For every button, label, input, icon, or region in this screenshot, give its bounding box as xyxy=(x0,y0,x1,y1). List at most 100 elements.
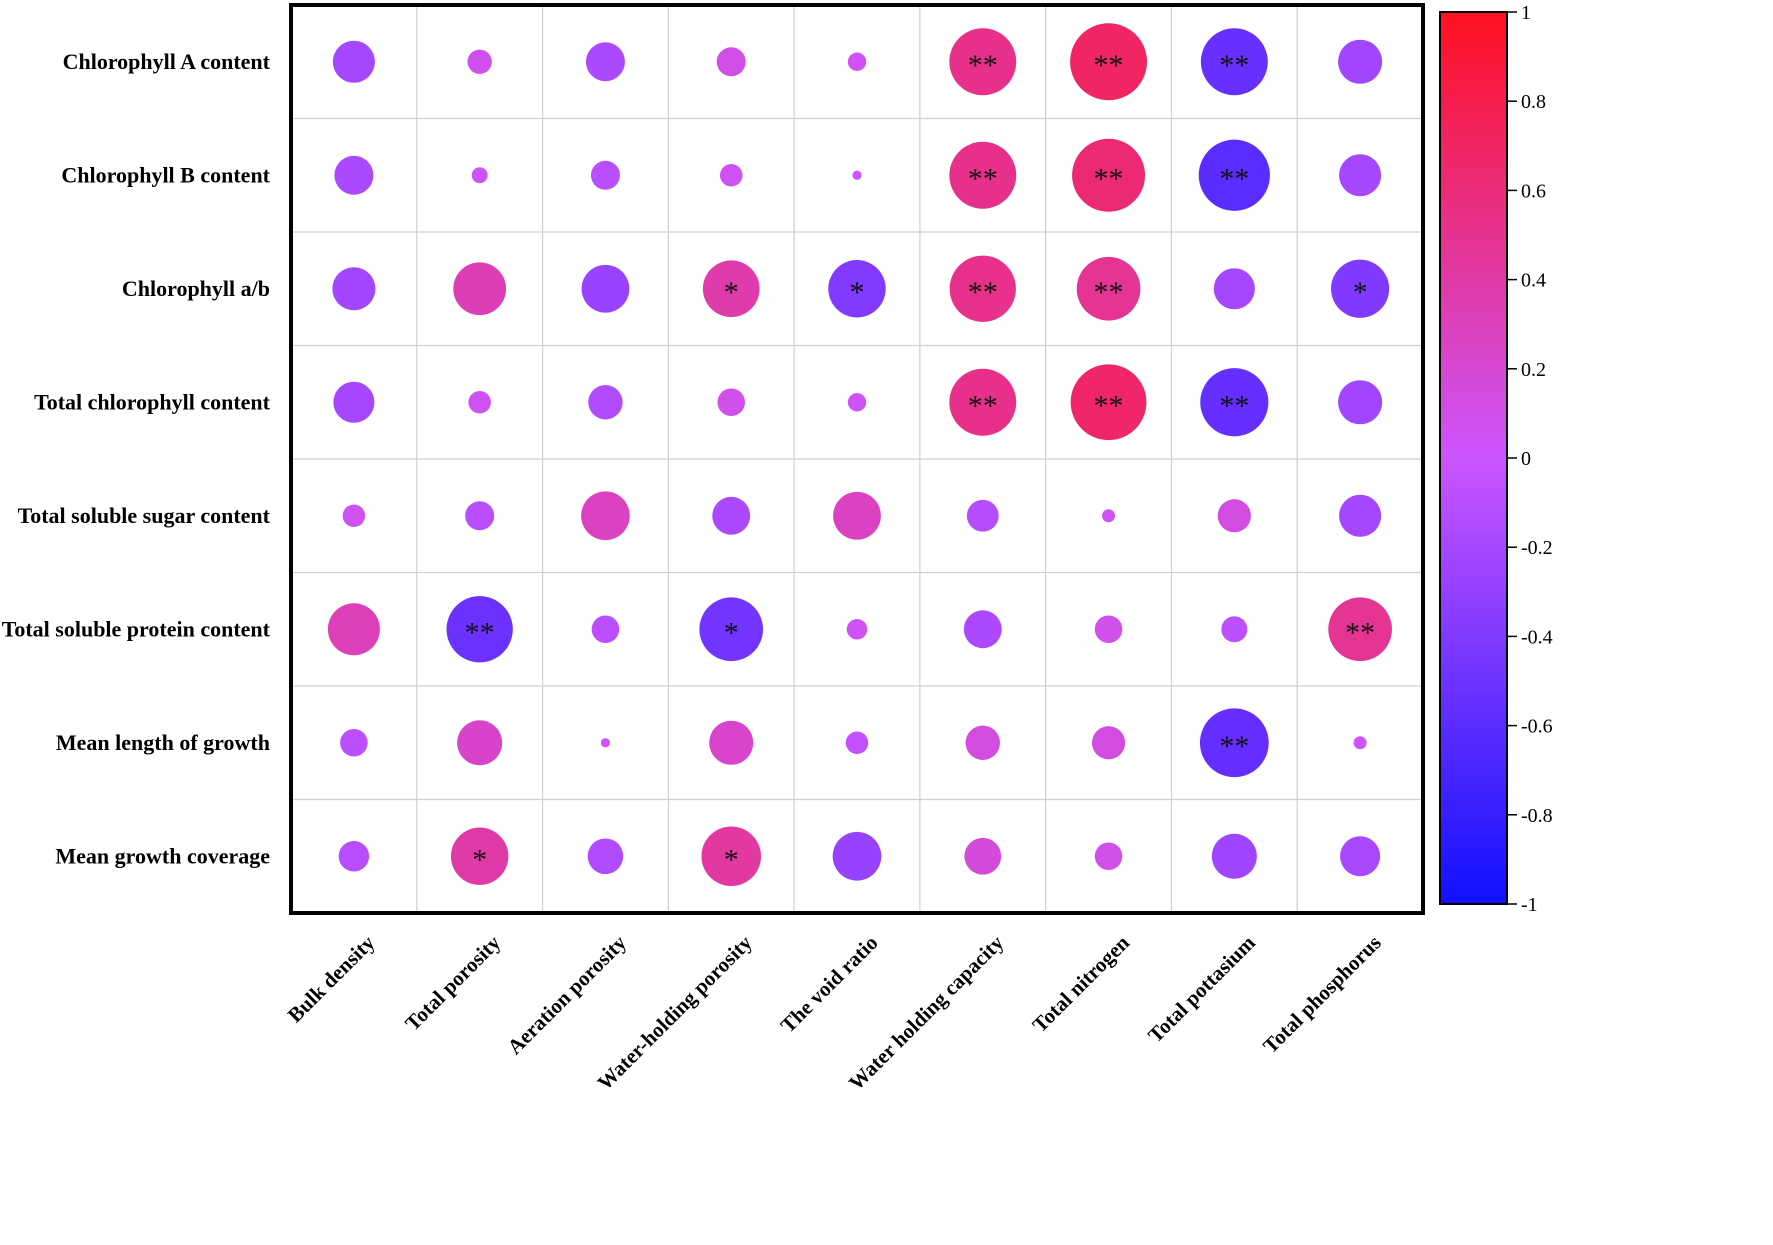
correlation-bubble xyxy=(699,597,764,662)
correlation-bubble xyxy=(1217,499,1251,533)
correlation-bubble xyxy=(719,163,743,187)
column-label: Aeration porosity xyxy=(503,930,632,1059)
correlation-bubble xyxy=(833,491,881,540)
significance-mark: ** xyxy=(1219,162,1249,195)
correlation-bubble xyxy=(1094,842,1123,871)
significance-mark: ** xyxy=(1219,49,1249,82)
correlation-bubble xyxy=(949,28,1017,96)
correlation-bubble xyxy=(1340,836,1381,877)
correlation-bubble xyxy=(1072,138,1146,212)
row-label: Total chlorophyll content xyxy=(34,389,271,414)
colorbar-tick-label: 0.6 xyxy=(1521,180,1546,202)
correlation-bubble xyxy=(1076,256,1141,321)
correlation-bubble xyxy=(1331,259,1390,318)
correlation-bubble xyxy=(1070,364,1147,441)
correlation-bubble xyxy=(964,837,1002,875)
column-label: Total pottasium xyxy=(1143,930,1260,1047)
correlation-bubble xyxy=(716,47,746,77)
significance-mark: ** xyxy=(1094,276,1124,309)
correlation-bubble xyxy=(468,390,491,414)
correlation-bubble xyxy=(963,610,1002,649)
colorbar-ticks: 1 0.8 0.6 0.4 0.2 0 -0.2 -0.4 -0.6 -0.8 -1 xyxy=(1507,2,1553,916)
row-label: Total soluble protein content xyxy=(2,616,271,641)
correlation-bubble xyxy=(1328,597,1392,662)
grid-lines xyxy=(291,5,1423,913)
correlation-bubble xyxy=(590,160,620,190)
row-label: Total soluble sugar content xyxy=(18,503,271,528)
colorbar-tick-label: 0.4 xyxy=(1521,270,1546,292)
significance-mark: * xyxy=(472,843,487,876)
correlation-bubble xyxy=(1199,708,1269,778)
correlation-bubble xyxy=(338,841,370,872)
significance-mark: ** xyxy=(968,276,998,309)
row-label: Chlorophyll a/b xyxy=(122,276,270,301)
correlation-bubble xyxy=(1213,268,1255,310)
correlation-bubble xyxy=(467,49,492,74)
significance-mark: * xyxy=(724,843,739,876)
correlation-bubble xyxy=(847,393,867,412)
correlation-bubble xyxy=(450,827,509,885)
correlation-bubble xyxy=(1339,154,1382,197)
correlation-bubble xyxy=(588,385,623,420)
correlation-bubble xyxy=(1091,726,1126,760)
correlation-bubble xyxy=(966,499,999,532)
column-label: Total nitrogen xyxy=(1028,930,1135,1037)
correlation-bubble xyxy=(1094,615,1123,644)
correlation-bubble xyxy=(949,368,1017,436)
correlation-bubble xyxy=(1353,736,1367,750)
colorbar-tick-label: 0.8 xyxy=(1521,91,1546,113)
correlation-bubble xyxy=(587,838,624,875)
correlation-bubble xyxy=(702,260,760,318)
significance-mark: ** xyxy=(968,162,998,195)
correlation-bubble xyxy=(1070,23,1148,101)
plot-frame xyxy=(289,3,1425,915)
correlation-bubble xyxy=(1221,616,1248,643)
correlation-bubble xyxy=(845,731,869,755)
correlation-bubble xyxy=(332,40,375,83)
correlation-bubble xyxy=(342,504,366,528)
significance-mark: ** xyxy=(1219,389,1249,422)
correlation-bubble xyxy=(581,491,630,541)
correlation-bubble xyxy=(340,728,368,757)
significance-mark: ** xyxy=(1219,730,1249,763)
row-labels: Chlorophyll A content Chlorophyll B conte… xyxy=(2,49,271,869)
correlation-bubble xyxy=(949,255,1016,322)
correlation-bubble xyxy=(453,262,507,316)
correlation-bubble xyxy=(832,831,882,881)
row-label: Mean length of growth xyxy=(56,730,270,755)
significance-mark: * xyxy=(724,276,739,309)
significance-mark: ** xyxy=(1094,389,1124,422)
correlation-bubble xyxy=(701,826,762,887)
correlation-bubble xyxy=(709,720,754,765)
bubble-layer: ** ** **** ** *** * ** ** *** ** **** * ***** * xyxy=(327,23,1392,887)
significance-mark: ** xyxy=(465,616,495,649)
significance-mark: * xyxy=(724,616,739,649)
correlation-bubble xyxy=(828,260,886,318)
colorbar-tick-label: -0.8 xyxy=(1521,805,1553,827)
significance-mark: ** xyxy=(968,389,998,422)
significance-mark: ** xyxy=(1345,616,1375,649)
correlation-bubble xyxy=(712,496,751,535)
colorbar-tick-label: 1 xyxy=(1521,2,1531,24)
correlation-bubble xyxy=(1338,39,1383,84)
correlation-bubble xyxy=(332,267,376,311)
colorbar xyxy=(1439,11,1508,905)
correlation-bubble xyxy=(846,618,868,640)
correlation-bubble xyxy=(600,738,611,748)
colorbar-tick-label: 0.2 xyxy=(1521,359,1546,381)
significance-mark: * xyxy=(850,276,865,309)
column-label: The void ratio xyxy=(776,931,883,1038)
correlation-bubble xyxy=(591,615,620,644)
correlation-bubble xyxy=(1102,509,1116,523)
colorbar-tick-label: -0.6 xyxy=(1521,716,1553,738)
colorbar-tick-label: -0.2 xyxy=(1521,537,1553,559)
significance-mark: ** xyxy=(1094,49,1124,82)
correlation-bubble xyxy=(1338,380,1383,425)
correlation-bubble xyxy=(581,264,630,313)
column-label: Total porosity xyxy=(400,930,505,1035)
colorbar-tick-label: 0 xyxy=(1521,448,1531,470)
colorbar-tick-label: -0.4 xyxy=(1521,626,1553,648)
correlation-bubble xyxy=(949,141,1017,209)
correlation-bubble xyxy=(1200,28,1268,96)
